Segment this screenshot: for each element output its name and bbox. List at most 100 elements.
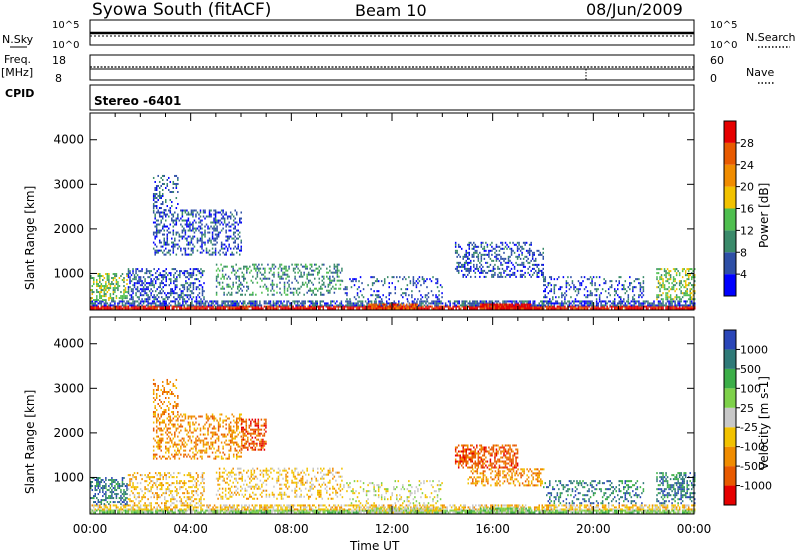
data-cell: [678, 300, 681, 303]
data-cell: [286, 289, 289, 292]
data-cell: [174, 292, 177, 295]
data-cell: [223, 275, 225, 278]
data-cell: [260, 305, 263, 308]
data-cell: [468, 261, 471, 264]
data-cell: [246, 271, 248, 274]
data-cell: [154, 180, 156, 183]
data-cell: [186, 272, 189, 275]
data-cell: [187, 235, 190, 238]
data-cell: [275, 509, 278, 512]
data-cell: [242, 305, 245, 308]
data-cell: [160, 276, 163, 279]
data-cell: [377, 290, 380, 293]
data-cell: [94, 299, 97, 302]
data-cell: [200, 300, 202, 303]
data-cell: [232, 233, 235, 236]
data-cell: [382, 302, 385, 305]
data-cell: [234, 221, 236, 224]
data-cell: [694, 302, 696, 305]
data-cell: [539, 307, 542, 310]
data-cell: [127, 286, 130, 289]
data-cell: [562, 302, 565, 305]
data-cell: [506, 261, 508, 264]
data-cell: [265, 300, 267, 303]
data-cell: [494, 263, 496, 266]
data-cell: [520, 305, 523, 308]
data-cell: [398, 304, 400, 307]
data-cell: [400, 294, 403, 297]
data-cell: [256, 275, 259, 278]
data-cell: [274, 307, 276, 310]
data-cell: [171, 245, 173, 248]
data-cell: [210, 302, 213, 305]
data-cell: [154, 304, 157, 307]
data-cell: [483, 305, 485, 308]
data-cell: [197, 511, 199, 514]
data-cell: [481, 300, 483, 303]
data-cell: [512, 304, 515, 307]
data-cell: [416, 302, 418, 305]
data-cell: [483, 245, 486, 248]
data-cell: [177, 294, 180, 297]
data-cell: [173, 511, 175, 514]
data-cell: [564, 292, 566, 295]
data-cell: [214, 217, 217, 220]
data-cell: [185, 280, 187, 283]
data-cell: [150, 270, 152, 273]
data-cell: [157, 211, 159, 214]
data-cell: [339, 302, 341, 305]
data-cell: [556, 300, 559, 303]
data-cell: [660, 298, 663, 301]
data-cell: [160, 221, 162, 224]
data-cell: [686, 300, 688, 303]
data-cell: [665, 276, 667, 279]
data-cell: [335, 271, 337, 274]
data-cell: [604, 290, 607, 293]
data-cell: [449, 300, 451, 303]
data-cell: [216, 511, 219, 514]
data-cell: [601, 305, 604, 308]
data-cell: [463, 265, 466, 268]
data-cell: [609, 280, 611, 283]
data-cell: [367, 307, 370, 310]
data-cell: [254, 511, 257, 514]
data-cell: [177, 305, 180, 308]
data-cell: [292, 305, 294, 308]
data-cell: [299, 511, 302, 514]
data-cell: [335, 283, 337, 286]
data-cell: [449, 511, 451, 514]
data-cell: [492, 265, 495, 268]
data-cell: [186, 270, 189, 273]
data-cell: [203, 304, 205, 307]
data-cell: [629, 509, 631, 512]
data-cell: [432, 294, 434, 297]
data-cell: [170, 278, 172, 281]
data-cell: [277, 300, 279, 303]
data-cell: [665, 307, 667, 310]
data-cell: [159, 305, 161, 308]
data-cell: [289, 509, 291, 512]
data-cell: [636, 278, 639, 281]
data-cell: [172, 243, 175, 246]
data-cell: [148, 509, 151, 512]
data-cell: [97, 299, 100, 302]
data-cell: [204, 307, 207, 310]
data-cell: [333, 265, 336, 268]
data-cell: [381, 303, 384, 306]
data-cell: [577, 292, 580, 295]
data-cell: [156, 294, 158, 297]
data-cell: [579, 305, 581, 308]
data-cell: [126, 302, 128, 305]
data-cell: [629, 288, 631, 291]
data-cell: [306, 291, 308, 294]
data-cell: [168, 243, 170, 246]
data-cell: [348, 302, 350, 305]
data-cell: [236, 304, 238, 307]
data-cell: [600, 300, 602, 303]
data-cell: [135, 292, 137, 295]
data-cell: [266, 305, 269, 308]
data-cell: [371, 294, 374, 297]
data-cell: [196, 249, 199, 252]
data-cell: [533, 259, 535, 262]
data-cell: [226, 217, 229, 220]
